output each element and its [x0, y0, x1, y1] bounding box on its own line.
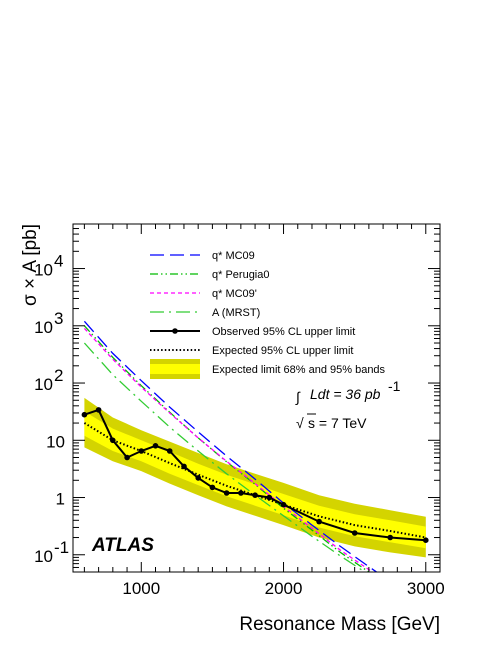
y-tick-exponent: 3: [54, 309, 63, 328]
series-line-q-perugia0: [83, 325, 371, 572]
y-tick-label: 10: [34, 261, 53, 280]
observed-point: [351, 530, 358, 536]
legend-label-q-perugia0: q* Perugia0: [212, 269, 270, 281]
band-68: [84, 411, 426, 549]
legend-label-a-mrst: A (MRST): [212, 307, 260, 319]
legend-label-observed-95-cl-upper-limit: Observed 95% CL upper limit: [212, 326, 355, 338]
energy-label: s = 7 TeV: [308, 415, 367, 431]
observed-point: [166, 448, 173, 454]
x-axis-label: Resonance Mass [GeV]: [239, 614, 440, 635]
observed-point: [280, 501, 287, 508]
series-line-q-mc09: [83, 327, 374, 572]
legend-label-q-mc09: q* MC09: [212, 250, 255, 262]
observed-point: [152, 443, 159, 449]
x-tick-label: 2000: [265, 579, 303, 598]
luminosity-label: Ldt = 36 pb: [310, 386, 381, 402]
observed-point: [252, 492, 258, 499]
legend-label-q-mc09: q* MC09': [212, 288, 257, 300]
observed-point: [387, 534, 394, 541]
legend-swatch-band-68: [150, 364, 200, 374]
observed-point: [81, 411, 88, 418]
x-tick-label: 3000: [407, 579, 445, 598]
series-line-a-mrst: [83, 342, 367, 572]
annotations: ∫ Ldt = 36 pb -1 √ s = 7 TeV ATLAS: [91, 378, 401, 556]
observed-point: [195, 475, 201, 481]
uncertainty-bands: [84, 397, 426, 558]
y-tick-exponent: -1: [54, 538, 69, 557]
x-tick-label: 1000: [122, 579, 160, 598]
sqrt-sign: √: [296, 415, 304, 431]
legend-label-expected-95-cl-upper-limit: Expected 95% CL upper limit: [212, 345, 353, 357]
y-tick-exponent: 2: [54, 366, 63, 385]
legend-label-expected-limit-68-and-95-bands: Expected limit 68% and 95% bands: [212, 364, 386, 376]
legend-marker: [172, 328, 178, 334]
plot-frame: [72, 223, 441, 573]
y-tick-label: 1: [56, 490, 65, 509]
observed-point: [124, 454, 130, 461]
observed-markers: [81, 407, 429, 543]
observed-point: [266, 494, 273, 501]
observed-point: [316, 518, 322, 525]
observed-point: [238, 490, 244, 496]
observed-point: [95, 407, 102, 413]
observed-point: [181, 463, 187, 470]
series-line-q-mc09: [83, 320, 378, 572]
y-tick-label: 10: [34, 318, 53, 337]
observed-point: [423, 537, 429, 543]
legend: q* MC09 q* Perugia0 q* MC09' A (MRST) Observ…: [150, 250, 386, 379]
y-tick-exponent: 4: [54, 252, 63, 271]
observed-point: [110, 437, 116, 444]
atlas-label: ATLAS: [91, 535, 154, 556]
y-axis-label: σ × A [pb]: [20, 224, 41, 306]
integral-sign: ∫: [295, 389, 301, 405]
y-tick-label: 10: [34, 547, 53, 566]
axis-ticks: [73, 223, 440, 573]
observed-point: [138, 448, 145, 454]
observed-point: [209, 484, 216, 491]
y-tick-label: 10: [34, 375, 53, 394]
luminosity-exponent: -1: [388, 378, 401, 394]
y-tick-label: 10: [46, 432, 65, 451]
observed-point: [223, 490, 230, 496]
